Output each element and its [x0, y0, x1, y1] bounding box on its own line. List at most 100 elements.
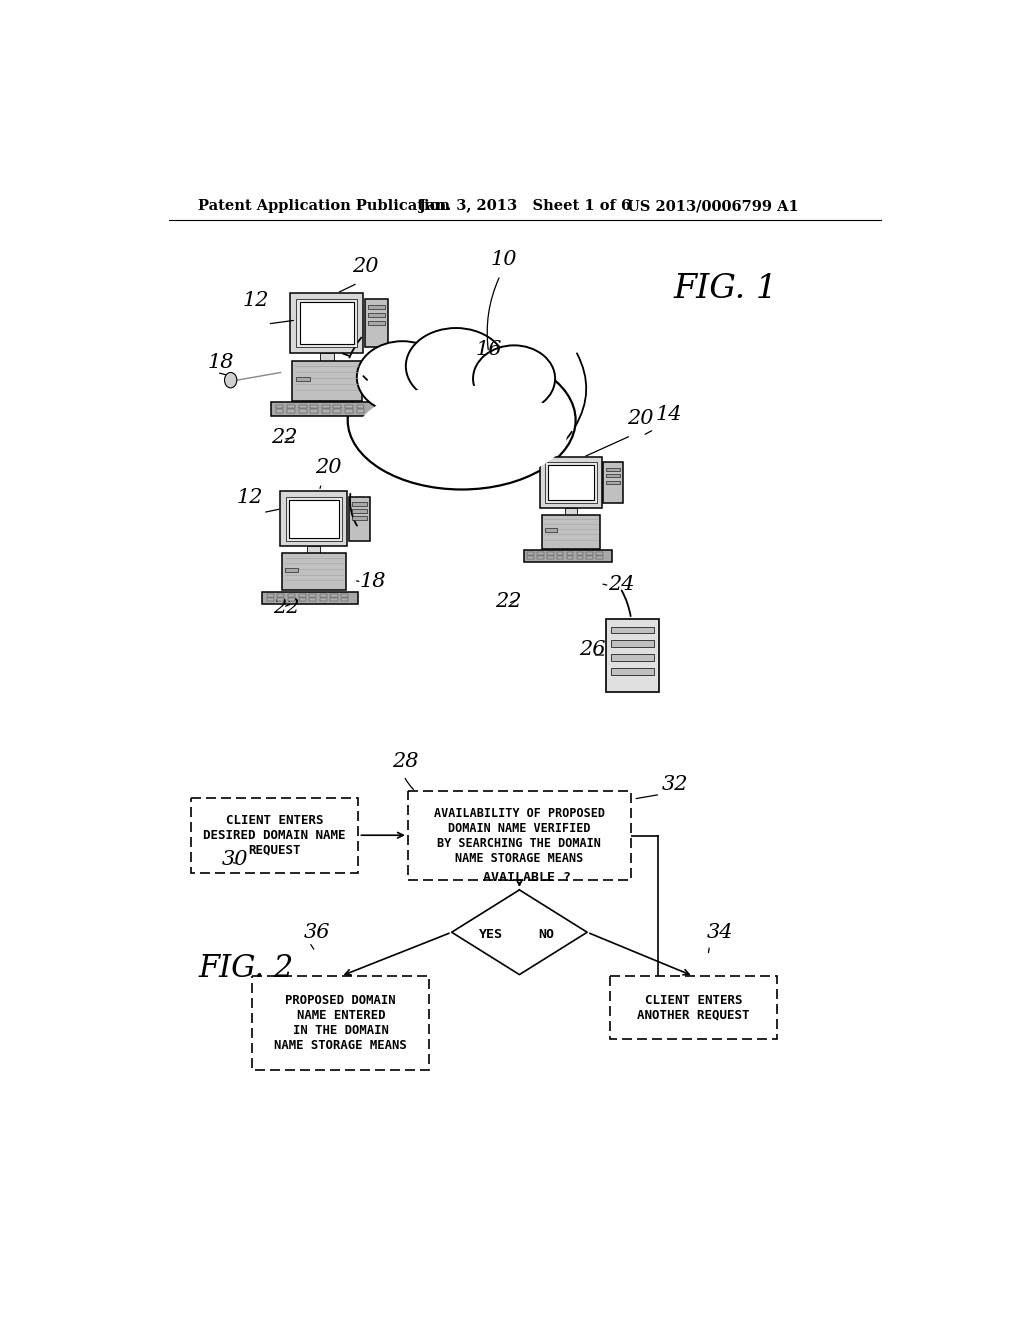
Bar [577, 552, 583, 554]
Bar [288, 409, 295, 413]
Bar [587, 556, 593, 558]
Bar [611, 655, 654, 661]
Ellipse shape [473, 346, 555, 412]
Text: 10: 10 [490, 249, 517, 269]
Bar [299, 594, 306, 597]
Bar [190, 797, 358, 873]
Text: 26: 26 [579, 640, 605, 659]
Bar [296, 378, 310, 380]
Bar [319, 354, 334, 360]
Bar [609, 977, 777, 1039]
Text: Jan. 3, 2013   Sheet 1 of 6: Jan. 3, 2013 Sheet 1 of 6 [419, 199, 632, 213]
Bar [275, 405, 284, 408]
Bar [310, 409, 318, 413]
Text: 18: 18 [208, 352, 234, 372]
Bar [596, 556, 603, 558]
Bar [341, 598, 348, 601]
Text: 32: 32 [662, 775, 688, 793]
Bar [566, 552, 573, 554]
Bar [299, 409, 306, 413]
Bar [300, 302, 354, 345]
Text: 22: 22 [495, 593, 521, 611]
Bar [542, 515, 600, 549]
Bar [368, 321, 385, 325]
Bar [266, 594, 273, 597]
Text: 20: 20 [352, 257, 379, 276]
Bar [319, 594, 327, 597]
Bar [408, 792, 631, 880]
Bar [288, 594, 295, 597]
Text: 18: 18 [360, 572, 386, 590]
Bar [351, 516, 368, 520]
Text: AVAILABLE ?: AVAILABLE ? [483, 871, 571, 883]
Bar [288, 598, 295, 601]
Bar [577, 556, 583, 558]
Bar [356, 409, 365, 413]
Bar [331, 598, 338, 601]
Text: CLIENT ENTERS
DESIRED DOMAIN NAME
REQUEST: CLIENT ENTERS DESIRED DOMAIN NAME REQUES… [204, 813, 346, 857]
Text: CLIENT ENTERS
ANOTHER REQUEST: CLIENT ENTERS ANOTHER REQUEST [637, 994, 750, 1022]
Bar [587, 552, 593, 554]
Bar [345, 409, 352, 413]
Bar [341, 594, 348, 597]
Bar [291, 293, 364, 354]
Ellipse shape [348, 351, 575, 490]
Bar [368, 313, 385, 317]
Bar [566, 556, 573, 558]
Text: 20: 20 [315, 458, 342, 477]
Bar [286, 496, 342, 541]
Bar [309, 598, 316, 601]
Text: 30: 30 [221, 850, 248, 870]
Bar [331, 594, 338, 597]
Bar [252, 977, 429, 1071]
Bar [606, 480, 621, 484]
Bar [596, 552, 603, 554]
Text: 36: 36 [304, 923, 331, 941]
Bar [349, 496, 370, 541]
Bar [547, 552, 554, 554]
Bar [310, 405, 318, 408]
Text: 12: 12 [243, 292, 268, 310]
Text: NO: NO [539, 928, 555, 941]
Ellipse shape [406, 329, 506, 404]
Text: FIG. 2: FIG. 2 [199, 953, 294, 983]
Text: 28: 28 [392, 751, 419, 771]
Bar [356, 405, 365, 408]
Bar [319, 598, 327, 601]
Text: Patent Application Publication: Patent Application Publication [199, 199, 451, 213]
Text: AVAILABILITY OF PROPOSED
DOMAIN NAME VERIFIED
BY SEARCHING THE DOMAIN
NAME STORA: AVAILABILITY OF PROPOSED DOMAIN NAME VER… [434, 807, 605, 865]
Bar [527, 552, 535, 554]
Text: 20: 20 [628, 409, 653, 428]
Ellipse shape [356, 341, 447, 413]
Bar [271, 403, 375, 416]
Bar [565, 508, 577, 515]
Bar [606, 619, 658, 692]
Bar [262, 591, 358, 605]
Text: PROPOSED DOMAIN
NAME ENTERED
IN THE DOMAIN
NAME STORAGE MEANS: PROPOSED DOMAIN NAME ENTERED IN THE DOMA… [274, 994, 408, 1052]
Bar [611, 640, 654, 647]
Bar [281, 491, 347, 546]
Bar [282, 553, 346, 590]
Bar [345, 405, 352, 408]
Bar [297, 300, 357, 347]
Bar [334, 405, 341, 408]
Bar [547, 556, 554, 558]
Bar [286, 568, 298, 572]
Text: 22: 22 [273, 598, 299, 616]
Text: 16: 16 [475, 339, 502, 359]
Bar [289, 499, 339, 537]
Bar [611, 627, 654, 634]
Bar [275, 409, 284, 413]
Text: US 2013/0006799 A1: US 2013/0006799 A1 [628, 199, 799, 213]
Bar [545, 528, 557, 532]
Ellipse shape [224, 372, 237, 388]
Bar [299, 405, 306, 408]
Text: 24: 24 [608, 574, 635, 594]
Bar [266, 598, 273, 601]
Bar [278, 594, 285, 597]
Bar [611, 668, 654, 675]
Bar [278, 598, 285, 601]
Bar [307, 546, 321, 553]
Bar [548, 465, 594, 500]
Bar [292, 360, 361, 401]
